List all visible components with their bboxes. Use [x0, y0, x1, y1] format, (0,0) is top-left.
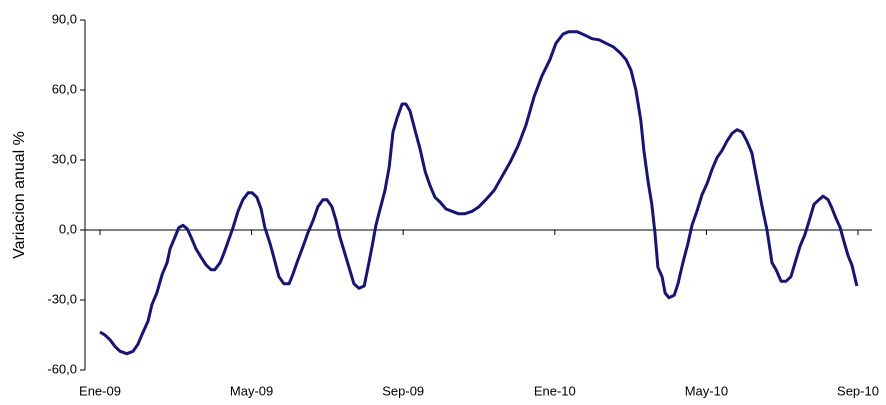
x-tick-label: Ene-09 [79, 383, 121, 398]
y-tick-label: 30,0 [52, 151, 77, 166]
y-tick-label: 0,0 [59, 221, 77, 236]
x-tick-label: Sep-09 [382, 383, 424, 398]
y-tick-label: 90,0 [52, 11, 77, 26]
y-tick-label: -60,0 [47, 361, 77, 376]
x-tick-label: Sep-10 [837, 383, 879, 398]
y-tick-label: -30,0 [47, 291, 77, 306]
x-tick-label: May-10 [685, 383, 728, 398]
y-tick-label: 60,0 [52, 81, 77, 96]
x-tick-label: May-09 [230, 383, 273, 398]
y-axis-label: Variacion anual % [11, 131, 28, 259]
series-line [99, 30, 859, 356]
x-tick-label: Ene-10 [534, 383, 576, 398]
